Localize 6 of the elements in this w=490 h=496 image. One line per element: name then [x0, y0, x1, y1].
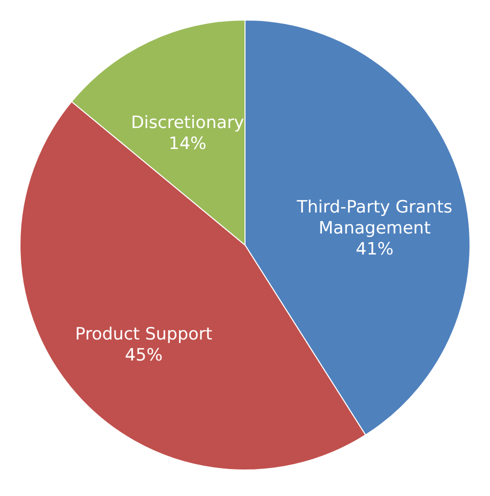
- data-label: 41%: [356, 239, 394, 260]
- data-label: 14%: [168, 134, 206, 154]
- data-label: 45%: [124, 345, 163, 366]
- slice-label: Discretionary: [130, 112, 244, 133]
- slice-label: Third-Party Grants Management: [296, 197, 452, 238]
- slice-label: Product Support: [75, 324, 213, 344]
